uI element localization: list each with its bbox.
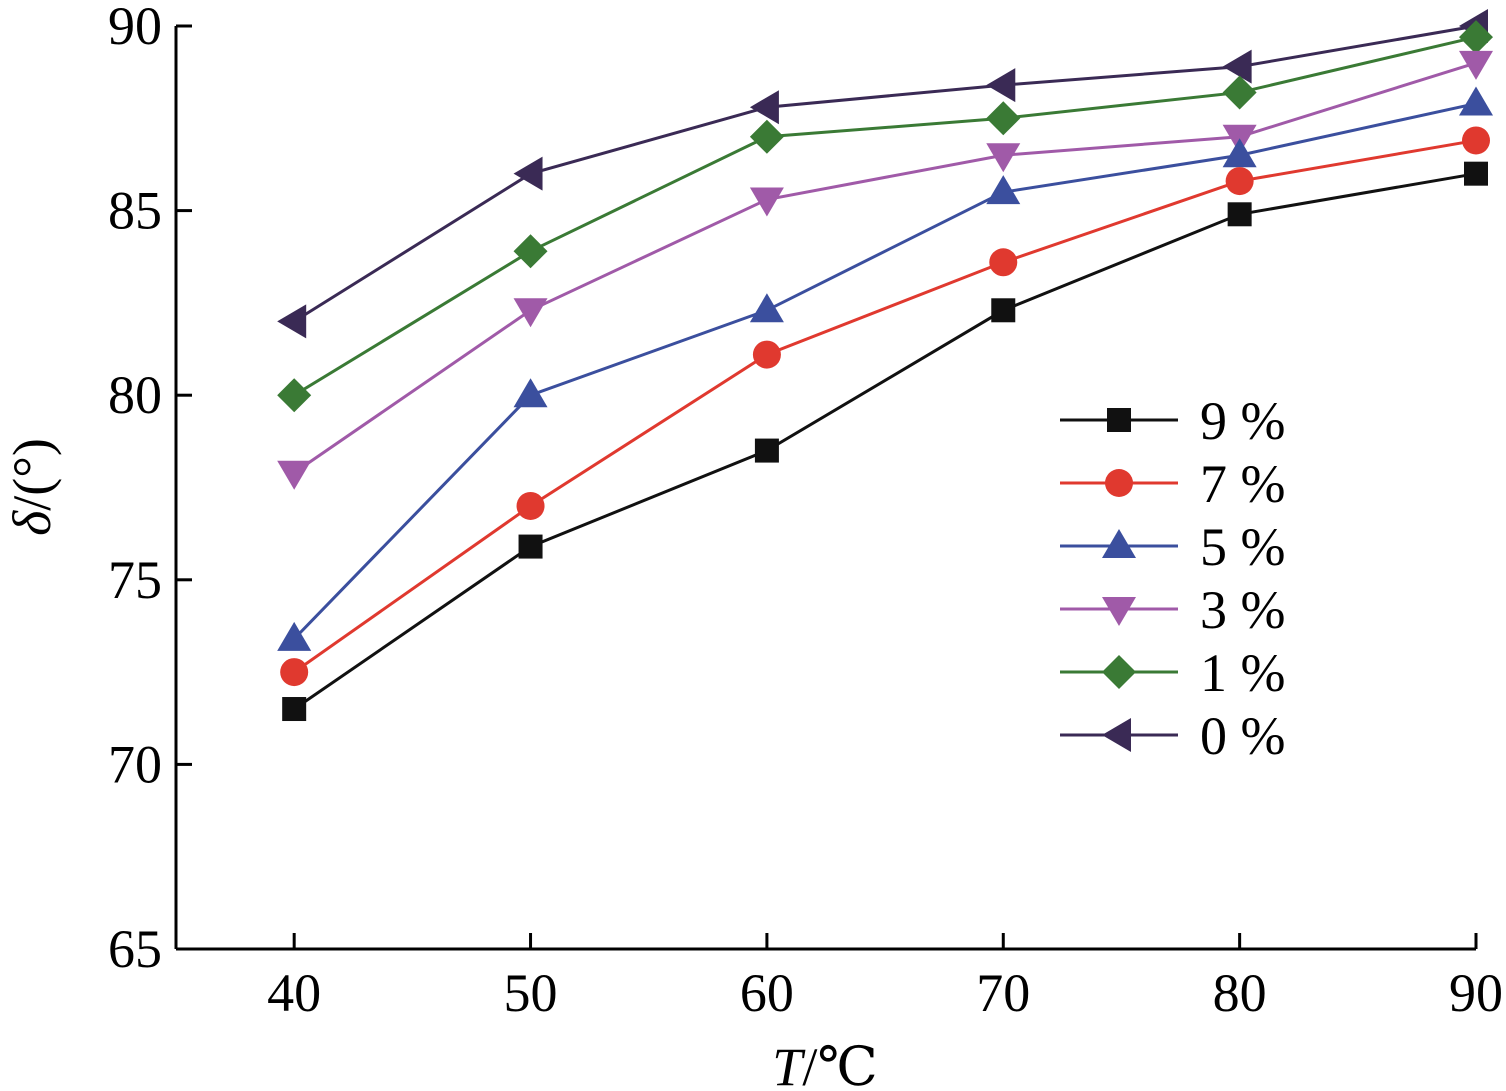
legend-label: 9 %	[1200, 391, 1285, 451]
series-3pct	[277, 50, 1493, 490]
data-point	[1462, 126, 1490, 155]
data-point	[513, 156, 543, 191]
data-point	[277, 304, 307, 339]
data-point	[516, 491, 545, 520]
data-point	[752, 340, 781, 369]
series-layer	[277, 9, 1493, 722]
y-tick-label: 75	[108, 550, 162, 610]
legend-marker	[1107, 408, 1131, 432]
legend-entry: 5 %	[1060, 517, 1285, 577]
legend: 9 %7 %5 %3 %1 %0 %	[1060, 391, 1285, 766]
legend-label: 0 %	[1200, 706, 1285, 766]
y-tick-label: 80	[108, 365, 162, 425]
data-point	[518, 534, 543, 559]
y-tick-label: 85	[108, 181, 162, 241]
data-point	[1459, 50, 1493, 80]
x-tick-label: 60	[740, 963, 794, 1023]
data-point	[986, 101, 1021, 136]
y-axis-title: δ/(°)	[2, 438, 62, 536]
series-7pct	[280, 126, 1490, 687]
legend-marker	[1102, 655, 1136, 689]
legend-label: 1 %	[1200, 643, 1285, 703]
data-point	[991, 298, 1016, 323]
data-point	[1222, 75, 1257, 110]
y-tick-label: 90	[108, 0, 162, 56]
axes: 65 70 75 80 85 90 40 50 60 70 80 90	[108, 0, 1503, 1023]
data-point	[986, 143, 1021, 173]
data-point	[749, 293, 784, 323]
data-point	[1222, 49, 1252, 84]
data-point	[282, 697, 307, 722]
y-tick-label: 70	[108, 734, 162, 794]
legend-marker	[1102, 718, 1131, 752]
series-5pct	[277, 86, 1493, 651]
x-tick-label: 80	[1213, 963, 1267, 1023]
data-point	[989, 248, 1018, 277]
series-line	[293, 35, 1477, 397]
data-point	[513, 378, 548, 408]
legend-entry: 9 %	[1060, 391, 1285, 451]
legend-marker	[1102, 597, 1136, 626]
data-point	[1227, 202, 1252, 227]
data-point	[513, 298, 548, 328]
data-point	[1225, 167, 1254, 196]
legend-marker	[1102, 529, 1136, 558]
series-line	[293, 102, 1477, 640]
y-tick-label: 65	[108, 919, 162, 979]
data-point	[1222, 138, 1257, 168]
legend-label: 5 %	[1200, 517, 1285, 577]
series-line	[293, 172, 1477, 711]
legend-label: 7 %	[1200, 454, 1285, 514]
data-point	[513, 234, 548, 269]
data-point	[1464, 161, 1488, 186]
legend-entry: 1 %	[1060, 643, 1285, 703]
data-point	[986, 175, 1021, 205]
data-point	[277, 621, 312, 651]
x-tick-label: 50	[504, 963, 558, 1023]
data-point	[749, 187, 784, 217]
legend-entry: 7 %	[1060, 454, 1285, 514]
series-line	[293, 24, 1477, 323]
data-point	[280, 658, 309, 687]
x-axis-title: T/℃	[772, 1037, 877, 1091]
legend-marker	[1105, 469, 1133, 497]
legend-label: 3 %	[1200, 580, 1285, 640]
data-point	[749, 119, 784, 154]
series-line	[293, 138, 1477, 674]
series-0pct	[277, 9, 1488, 339]
legend-entry: 3 %	[1060, 580, 1285, 640]
series-line	[293, 61, 1477, 474]
data-point	[1459, 20, 1493, 55]
series-9pct	[282, 161, 1488, 722]
data-point	[749, 90, 779, 125]
x-tick-label: 40	[267, 963, 321, 1023]
legend-entry: 0 %	[1060, 706, 1285, 766]
data-point	[277, 460, 312, 490]
x-tick-label: 90	[1449, 963, 1503, 1023]
series-1pct	[277, 20, 1493, 413]
data-point	[754, 438, 779, 463]
data-point	[986, 68, 1016, 103]
x-tick-label: 70	[976, 963, 1030, 1023]
data-point	[1459, 86, 1493, 116]
data-point	[277, 378, 312, 413]
